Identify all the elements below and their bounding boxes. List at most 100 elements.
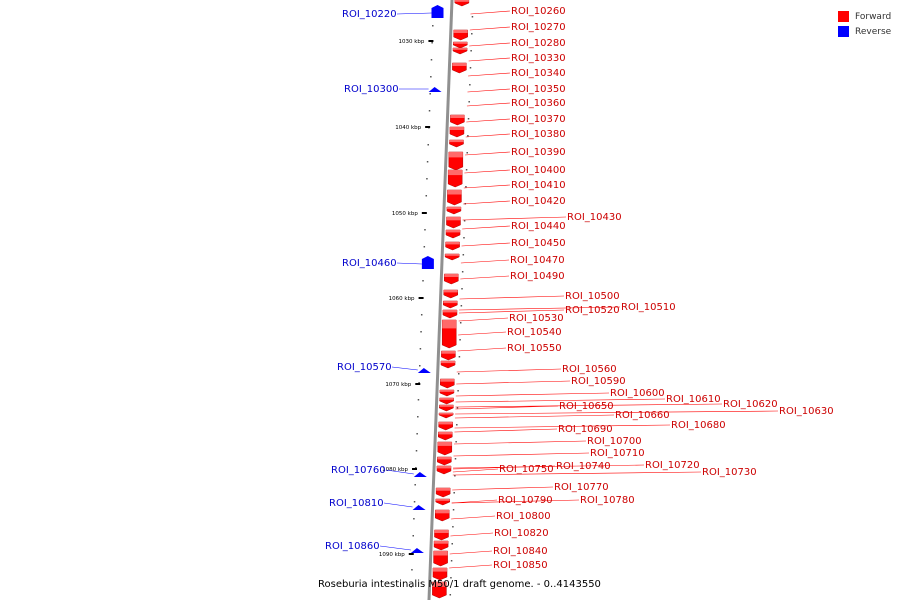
- forward-leader: [460, 275, 510, 280]
- forward-gene-highlight: [437, 457, 452, 460]
- reverse-gene: [410, 548, 424, 553]
- forward-gene-highlight: [436, 488, 451, 491]
- forward-gene-highlight: [442, 320, 457, 329]
- minor-tick: [429, 93, 431, 95]
- forward-gene-highlight: [437, 442, 452, 446]
- forward-leader: [449, 550, 493, 555]
- tick-label: 1090 kbp: [379, 552, 405, 558]
- minor-tick: [450, 560, 453, 562]
- minor-tick: [424, 229, 426, 231]
- minor-tick: [411, 569, 413, 571]
- legend-label-forward: Forward: [855, 11, 892, 22]
- forward-gene-label: ROI_10740: [556, 461, 611, 472]
- minor-tick: [470, 50, 472, 52]
- legend-item-forward: Forward: [838, 9, 891, 24]
- forward-leader: [461, 242, 511, 247]
- forward-gene-label: ROI_10790: [498, 495, 553, 506]
- forward-gene-highlight: [443, 290, 458, 293]
- minor-tick: [469, 84, 471, 86]
- forward-leader: [453, 452, 590, 457]
- reverse-gene: [413, 472, 427, 477]
- forward-gene-highlight: [432, 568, 447, 572]
- forward-leader: [451, 515, 496, 520]
- forward-leader: [459, 295, 565, 300]
- minor-tick: [420, 331, 422, 333]
- forward-gene-highlight: [439, 398, 454, 400]
- forward-gene-highlight: [448, 170, 463, 176]
- forward-gene-highlight: [450, 115, 465, 118]
- minor-tick: [466, 152, 468, 154]
- minor-tick: [458, 373, 460, 375]
- forward-leader: [455, 398, 666, 403]
- minor-tick: [454, 475, 456, 477]
- forward-leader: [459, 306, 621, 311]
- forward-gene-highlight: [439, 413, 454, 415]
- minor-tick: [415, 467, 417, 469]
- forward-leader: [452, 468, 499, 473]
- forward-gene-highlight: [447, 190, 462, 195]
- minor-tick: [454, 458, 457, 460]
- forward-leader: [451, 499, 580, 504]
- forward-leader: [455, 392, 610, 397]
- forward-gene-highlight: [449, 127, 464, 130]
- forward-gene-highlight: [438, 432, 453, 435]
- forward-leader: [455, 410, 779, 415]
- tick-label: 1080 kbp: [382, 467, 408, 473]
- forward-gene-label: ROI_10840: [493, 546, 548, 557]
- tick-label: 1070 kbp: [385, 382, 411, 388]
- forward-gene-label: ROI_10450: [511, 238, 566, 249]
- minor-tick: [422, 280, 424, 282]
- forward-gene-highlight: [445, 242, 460, 245]
- minor-tick: [423, 246, 426, 248]
- minor-tick: [432, 25, 434, 27]
- legend-label-reverse: Reverse: [855, 26, 892, 37]
- forward-gene-highlight: [441, 351, 456, 354]
- minor-tick: [456, 424, 458, 426]
- legend-swatch-forward: [838, 11, 849, 22]
- forward-gene-label: ROI_10620: [723, 399, 778, 410]
- minor-tick: [469, 67, 472, 69]
- forward-gene-highlight: [444, 274, 459, 277]
- minor-tick: [430, 76, 432, 78]
- forward-leader: [456, 380, 571, 385]
- forward-leader: [467, 88, 511, 93]
- forward-gene-label: ROI_10550: [507, 343, 562, 354]
- minor-tick: [430, 59, 433, 61]
- minor-tick: [456, 407, 459, 409]
- minor-tick: [415, 450, 418, 452]
- forward-gene-label: ROI_10850: [493, 560, 548, 571]
- forward-gene-label: ROI_10660: [615, 410, 670, 421]
- forward-leader: [455, 405, 559, 410]
- forward-gene-label: ROI_10400: [511, 165, 566, 176]
- forward-gene-label: ROI_10350: [511, 84, 566, 95]
- reverse-gene-label: ROI_10570: [337, 362, 392, 373]
- minor-tick: [417, 399, 420, 401]
- forward-gene-label: ROI_10410: [511, 180, 566, 191]
- minor-tick: [459, 339, 461, 341]
- forward-gene-label: ROI_10600: [610, 388, 665, 399]
- reverse-leader: [385, 469, 414, 475]
- forward-leader: [469, 26, 511, 31]
- forward-gene-label: ROI_10560: [562, 364, 617, 375]
- forward-leader: [454, 428, 558, 433]
- forward-leader: [453, 440, 587, 445]
- forward-leader: [466, 118, 511, 123]
- forward-leader: [458, 309, 565, 314]
- forward-gene-label: ROI_10260: [511, 6, 566, 17]
- minor-tick: [458, 356, 461, 358]
- legend: Forward Reverse: [838, 9, 891, 39]
- forward-gene-highlight: [448, 152, 463, 158]
- minor-tick: [425, 195, 428, 197]
- forward-gene-label: ROI_10330: [511, 53, 566, 64]
- forward-leader: [468, 72, 511, 77]
- minor-tick: [471, 16, 474, 18]
- legend-item-reverse: Reverse: [838, 24, 891, 39]
- reverse-gene: [428, 87, 442, 92]
- minor-tick: [420, 314, 423, 316]
- forward-gene-highlight: [453, 30, 468, 33]
- forward-gene-label: ROI_10380: [511, 129, 566, 140]
- minor-tick: [419, 365, 421, 367]
- minor-tick: [465, 169, 468, 171]
